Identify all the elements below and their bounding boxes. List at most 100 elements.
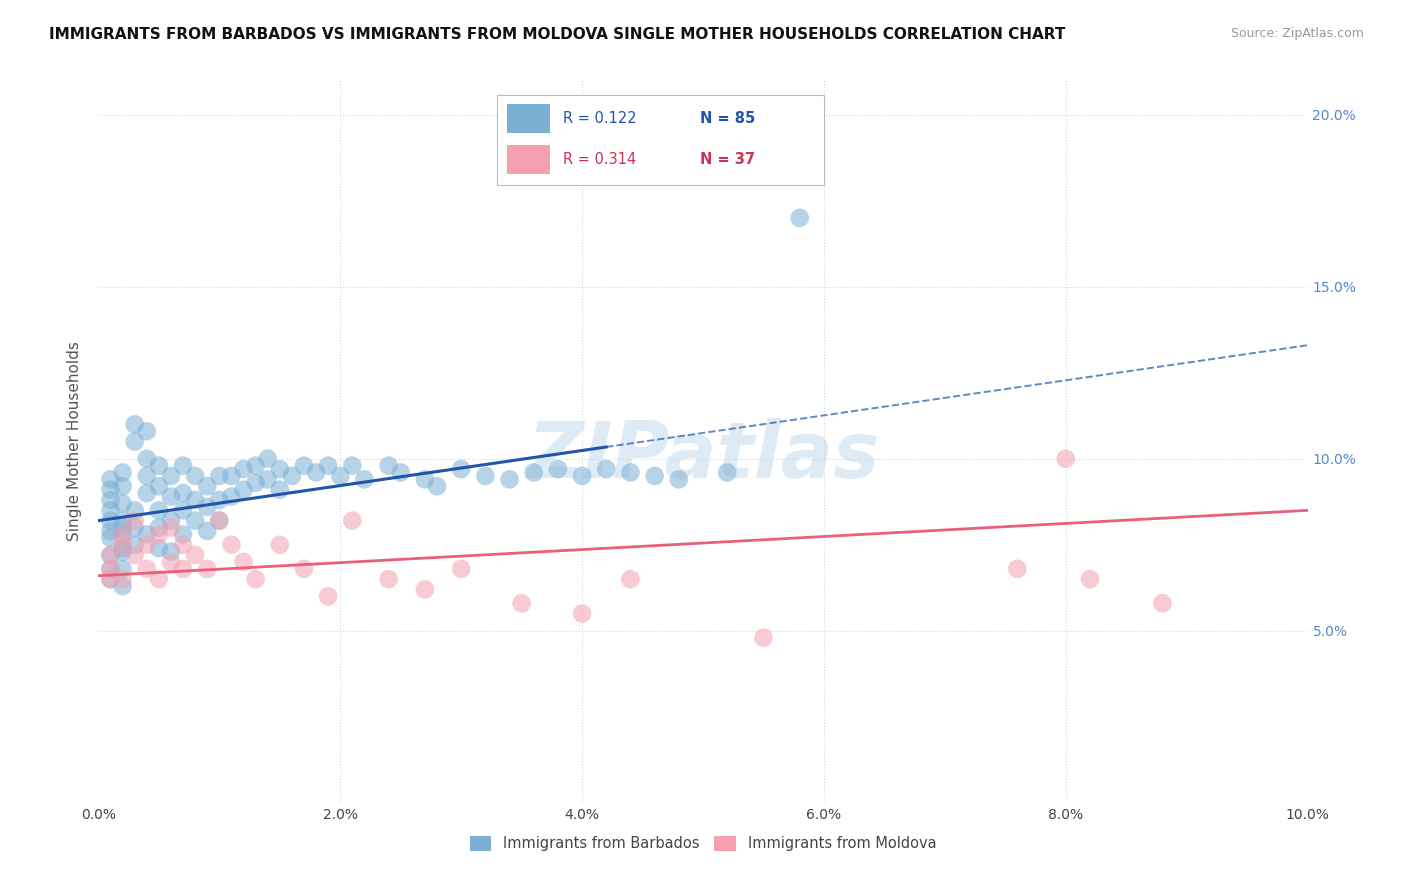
Point bbox=[148, 541, 170, 556]
Point bbox=[100, 472, 122, 486]
Point bbox=[245, 475, 267, 490]
Point bbox=[100, 514, 122, 528]
Point bbox=[124, 434, 146, 449]
Point bbox=[232, 483, 254, 497]
Point bbox=[135, 538, 157, 552]
Point bbox=[208, 514, 231, 528]
Point bbox=[111, 479, 134, 493]
Point bbox=[752, 631, 775, 645]
Point bbox=[377, 572, 399, 586]
Point bbox=[232, 555, 254, 569]
Point bbox=[111, 572, 134, 586]
Point bbox=[111, 496, 134, 510]
Point bbox=[135, 451, 157, 466]
Point bbox=[100, 493, 122, 508]
Point bbox=[111, 514, 134, 528]
Legend: Immigrants from Barbados, Immigrants from Moldova: Immigrants from Barbados, Immigrants fro… bbox=[464, 830, 942, 857]
Point bbox=[100, 524, 122, 538]
Point bbox=[292, 458, 315, 473]
Point bbox=[184, 514, 207, 528]
Point bbox=[160, 490, 183, 504]
Point bbox=[184, 548, 207, 562]
Point bbox=[510, 596, 533, 610]
Point bbox=[342, 458, 364, 473]
Point bbox=[571, 607, 593, 621]
Point bbox=[172, 458, 194, 473]
Point bbox=[474, 469, 496, 483]
Point bbox=[100, 548, 122, 562]
Point bbox=[668, 472, 690, 486]
Point bbox=[111, 538, 134, 552]
Point bbox=[281, 469, 304, 483]
Point bbox=[124, 538, 146, 552]
Point bbox=[256, 472, 278, 486]
Point bbox=[148, 503, 170, 517]
Point bbox=[172, 562, 194, 576]
Point bbox=[269, 462, 291, 476]
Point bbox=[342, 514, 364, 528]
Point bbox=[413, 472, 436, 486]
Point bbox=[124, 417, 146, 432]
Point bbox=[1054, 451, 1077, 466]
Point bbox=[353, 472, 375, 486]
Point bbox=[111, 527, 134, 541]
Point bbox=[124, 514, 146, 528]
Point bbox=[100, 503, 122, 517]
Point bbox=[135, 486, 157, 500]
Point bbox=[245, 458, 267, 473]
Point bbox=[148, 572, 170, 586]
Point bbox=[221, 490, 243, 504]
Point bbox=[160, 555, 183, 569]
Point bbox=[184, 493, 207, 508]
Point bbox=[160, 514, 183, 528]
Point bbox=[269, 483, 291, 497]
Point bbox=[305, 466, 328, 480]
Point bbox=[100, 562, 122, 576]
Point bbox=[208, 514, 231, 528]
Point bbox=[172, 527, 194, 541]
Point bbox=[571, 469, 593, 483]
Point bbox=[124, 548, 146, 562]
Point bbox=[111, 579, 134, 593]
Point bbox=[148, 479, 170, 493]
Point bbox=[172, 486, 194, 500]
Point bbox=[450, 562, 472, 576]
Point bbox=[547, 462, 569, 476]
Point bbox=[100, 562, 122, 576]
Point bbox=[100, 572, 122, 586]
Point bbox=[716, 466, 738, 480]
Point bbox=[377, 458, 399, 473]
Point bbox=[124, 520, 146, 534]
Point bbox=[316, 590, 339, 604]
Point bbox=[221, 538, 243, 552]
Point bbox=[789, 211, 811, 225]
Point bbox=[644, 469, 666, 483]
Point bbox=[111, 466, 134, 480]
Point bbox=[208, 493, 231, 508]
Point bbox=[523, 466, 546, 480]
Text: ZIPatlas: ZIPatlas bbox=[527, 418, 879, 494]
Point bbox=[111, 544, 134, 558]
Point bbox=[208, 469, 231, 483]
Point bbox=[111, 562, 134, 576]
Point bbox=[413, 582, 436, 597]
Y-axis label: Single Mother Households: Single Mother Households bbox=[67, 342, 83, 541]
Point bbox=[269, 538, 291, 552]
Point bbox=[148, 520, 170, 534]
Point bbox=[100, 531, 122, 545]
Point bbox=[160, 520, 183, 534]
Point bbox=[135, 527, 157, 541]
Point bbox=[148, 458, 170, 473]
Point bbox=[100, 483, 122, 497]
Point bbox=[245, 572, 267, 586]
Point bbox=[195, 479, 218, 493]
Point bbox=[148, 527, 170, 541]
Point bbox=[595, 462, 617, 476]
Text: Source: ZipAtlas.com: Source: ZipAtlas.com bbox=[1230, 27, 1364, 40]
Point bbox=[389, 466, 412, 480]
Point bbox=[184, 469, 207, 483]
Point bbox=[256, 451, 278, 466]
Point bbox=[221, 469, 243, 483]
Point bbox=[1078, 572, 1101, 586]
Point bbox=[172, 503, 194, 517]
